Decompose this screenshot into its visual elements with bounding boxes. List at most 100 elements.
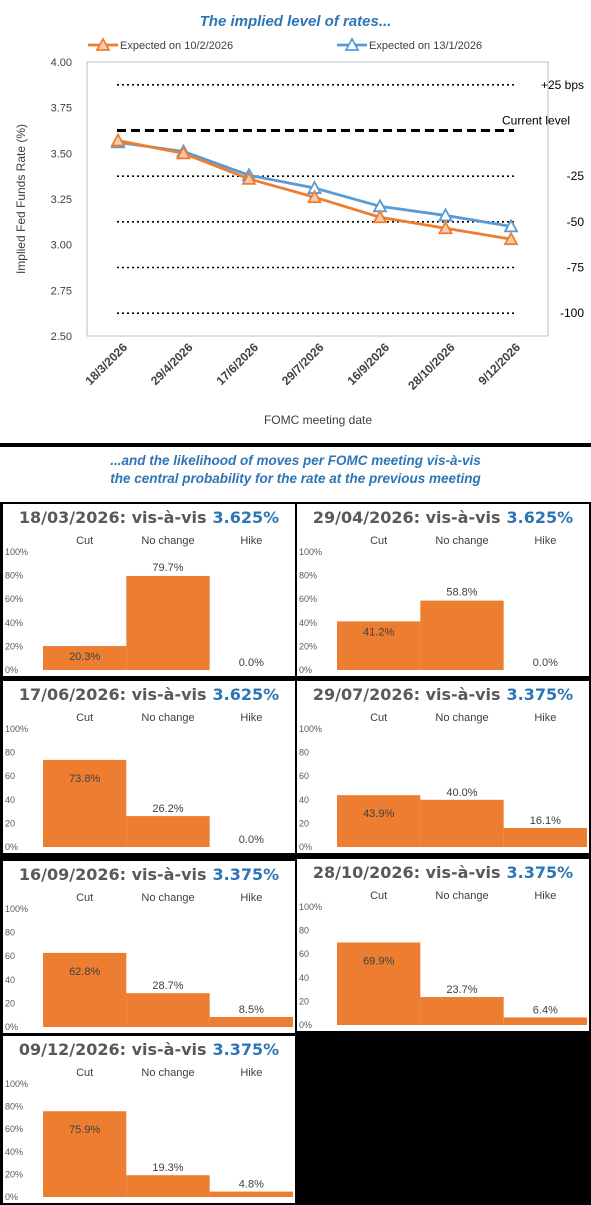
y-tick-label: 20 bbox=[5, 818, 15, 828]
y-tick-label: 100% bbox=[5, 724, 28, 734]
data-label: 79.7% bbox=[152, 562, 183, 574]
reference-label: -100 bbox=[560, 306, 584, 320]
y-tick-label: 4.00 bbox=[51, 57, 72, 69]
y-tick-label: 3.50 bbox=[51, 148, 72, 160]
y-tick-label: 20% bbox=[299, 641, 317, 651]
bar bbox=[126, 575, 210, 670]
section2-line2: the central probability for the rate at … bbox=[110, 471, 481, 486]
data-label: 20.3% bbox=[69, 651, 100, 663]
y-tick-label: 60 bbox=[5, 951, 15, 961]
series-point bbox=[437, 220, 454, 235]
y-tick-label: 80 bbox=[5, 748, 15, 758]
bar bbox=[43, 646, 127, 670]
y-tick-label: 0% bbox=[5, 1022, 18, 1032]
y-tick-label: 40% bbox=[5, 1147, 23, 1157]
bar bbox=[337, 942, 421, 1025]
line-chart: 4.00 3.75 3.50 3.25 3.00 2.75 2.50 +25 bps Curre… bbox=[14, 37, 585, 427]
data-label: 41.2% bbox=[363, 626, 394, 638]
category-label: Cut bbox=[370, 712, 387, 724]
section2-line1: ...and the likelihood of moves per FOMC … bbox=[110, 453, 481, 468]
bar-panel-16-09: 16/09/2026: vis-à-vis 3.375% Cut No change H… bbox=[3, 861, 295, 1033]
bar-chart-rate: 3.375% bbox=[506, 863, 574, 882]
bar bbox=[43, 759, 127, 847]
data-label: 58.8% bbox=[446, 587, 477, 599]
category-label: No change bbox=[141, 1067, 194, 1079]
category-label: Hike bbox=[534, 712, 556, 724]
reference-label: -50 bbox=[567, 215, 585, 229]
bar bbox=[209, 1191, 293, 1197]
bar-chart-title: 17/06/2026: vis-à-vis 3.625% bbox=[3, 685, 295, 704]
data-label: 6.4% bbox=[533, 1004, 558, 1016]
bar-chart-rate: 3.375% bbox=[212, 865, 280, 884]
plot-area-border bbox=[86, 61, 549, 337]
reference-label: +25 bps bbox=[541, 78, 584, 92]
reference-label: Current level bbox=[502, 114, 570, 128]
bar-chart-title: 09/12/2026: vis-à-vis 3.375% bbox=[3, 1040, 295, 1059]
category-label: No change bbox=[141, 892, 194, 904]
bar-panel-18-03: 18/03/2026: vis-à-vis 3.625% Cut No change H… bbox=[3, 504, 295, 676]
y-tick-label: 2.50 bbox=[51, 331, 72, 343]
y-tick-label: 20% bbox=[5, 1169, 23, 1179]
category-label: Hike bbox=[240, 1067, 262, 1079]
bar-panel-29-04: 29/04/2026: vis-à-vis 3.625% Cut No change H… bbox=[297, 504, 589, 676]
y-tick-label: 80% bbox=[5, 1102, 23, 1112]
series-point bbox=[110, 132, 126, 147]
data-label: 26.2% bbox=[152, 803, 183, 815]
category-label: Hike bbox=[240, 892, 262, 904]
bar-chart-title: 29/07/2026: vis-à-vis 3.375% bbox=[297, 685, 589, 704]
bar-chart: Cut No change Hike 100% 80 60 40 20 0% 43.9% 40.0%… bbox=[299, 712, 587, 852]
data-label: 75.9% bbox=[69, 1124, 100, 1136]
bar bbox=[126, 1175, 210, 1197]
series-point bbox=[241, 171, 257, 185]
data-label: 0.0% bbox=[239, 834, 264, 846]
y-tick-label: 40% bbox=[5, 618, 23, 628]
data-label: 28.7% bbox=[152, 980, 183, 992]
category-label: Cut bbox=[76, 1067, 93, 1079]
category-label: Cut bbox=[370, 890, 387, 902]
x-tick-label: 18/3/2026 bbox=[82, 340, 130, 388]
data-label: 0.0% bbox=[533, 657, 558, 669]
y-tick-label: 0% bbox=[299, 842, 312, 852]
bar-chart-title-text: 16/09/2026: vis-à-vis bbox=[18, 865, 207, 884]
bar-panel-28-10: 28/10/2026: vis-à-vis 3.375% Cut No change H… bbox=[297, 859, 589, 1031]
x-tick-label: 16/9/2026 bbox=[344, 340, 392, 388]
data-label: 8.5% bbox=[239, 1004, 264, 1016]
data-label: 62.8% bbox=[69, 966, 100, 978]
y-tick-label: 20% bbox=[5, 641, 23, 651]
data-label: 16.1% bbox=[530, 815, 561, 827]
bar bbox=[420, 997, 504, 1025]
y-tick-label: 0% bbox=[5, 1192, 18, 1202]
y-tick-label: 100% bbox=[299, 547, 322, 557]
bar-chart-title: 16/09/2026: vis-à-vis 3.375% bbox=[3, 865, 295, 884]
y-tick-label: 3.25 bbox=[51, 194, 72, 206]
category-label: No change bbox=[435, 535, 488, 547]
category-label: Hike bbox=[240, 712, 262, 724]
y-tick-label: 40% bbox=[299, 618, 317, 628]
y-tick-label: 0% bbox=[5, 842, 18, 852]
data-label: 0.0% bbox=[239, 657, 264, 669]
reference-label: -25 bbox=[567, 169, 585, 183]
category-label: Hike bbox=[240, 535, 262, 547]
category-label: Cut bbox=[76, 712, 93, 724]
category-label: No change bbox=[141, 535, 194, 547]
bar-chart-title-text: 29/07/2026: vis-à-vis bbox=[312, 685, 501, 704]
bar-chart: Cut No change Hike 100% 80% 60% 40% 20% 0% 20.3% 7… bbox=[5, 535, 264, 675]
data-label: 69.9% bbox=[363, 956, 394, 968]
bar bbox=[126, 816, 210, 847]
bar-chart-title: 28/10/2026: vis-à-vis 3.375% bbox=[297, 863, 589, 882]
y-tick-label: 60% bbox=[5, 594, 23, 604]
bar-chart-title-text: 29/04/2026: vis-à-vis bbox=[312, 508, 501, 527]
bar-panel-29-07: 29/07/2026: vis-à-vis 3.375% Cut No change H… bbox=[297, 681, 589, 853]
category-label: No change bbox=[435, 890, 488, 902]
y-tick-label: 80 bbox=[5, 928, 15, 938]
bar bbox=[209, 1016, 293, 1027]
data-label: 19.3% bbox=[152, 1162, 183, 1174]
legend-marker bbox=[344, 37, 360, 51]
bar-chart-rate: 3.625% bbox=[506, 508, 574, 527]
bar-chart-title: 18/03/2026: vis-à-vis 3.625% bbox=[3, 508, 295, 527]
y-tick-label: 40 bbox=[5, 795, 15, 805]
bar bbox=[43, 1111, 127, 1197]
series-point bbox=[306, 189, 323, 204]
x-tick-label: 17/6/2026 bbox=[213, 340, 261, 388]
bar bbox=[420, 799, 504, 847]
